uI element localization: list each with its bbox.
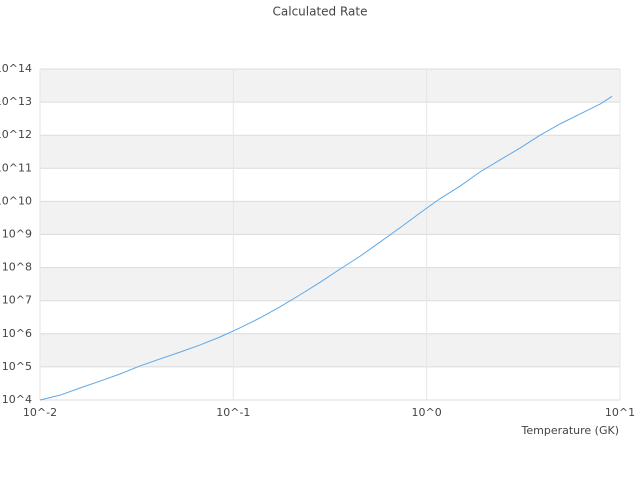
- y-tick-label: 10^6: [2, 327, 32, 340]
- y-tick-label: 10^11: [0, 161, 32, 174]
- y-tick-label: 10^12: [0, 128, 32, 141]
- grid-band: [40, 69, 620, 103]
- y-tick-label: 10^14: [0, 62, 32, 75]
- y-tick-label: 10^10: [0, 194, 32, 207]
- y-tick-label: 10^13: [0, 95, 32, 108]
- grid-band: [40, 333, 620, 367]
- x-tick-label: 10^-2: [23, 406, 57, 419]
- y-tick-label: 10^9: [2, 228, 32, 241]
- data-line: [39, 95, 613, 401]
- y-tick-label: 10^7: [2, 294, 32, 307]
- x-tick-label: 10^0: [412, 406, 442, 419]
- y-tick-label: 10^5: [2, 360, 32, 373]
- grid-band: [40, 135, 620, 169]
- x-tick-label: 10^-1: [216, 406, 250, 419]
- grid-band: [40, 201, 620, 235]
- y-tick-label: 10^4: [2, 393, 32, 406]
- chart-title: Calculated Rate: [273, 5, 368, 19]
- grid-band: [40, 267, 620, 301]
- x-tick-label: 10^1: [605, 406, 635, 419]
- y-tick-label: 10^8: [2, 261, 32, 274]
- x-axis-label: Temperature (GK): [521, 424, 620, 437]
